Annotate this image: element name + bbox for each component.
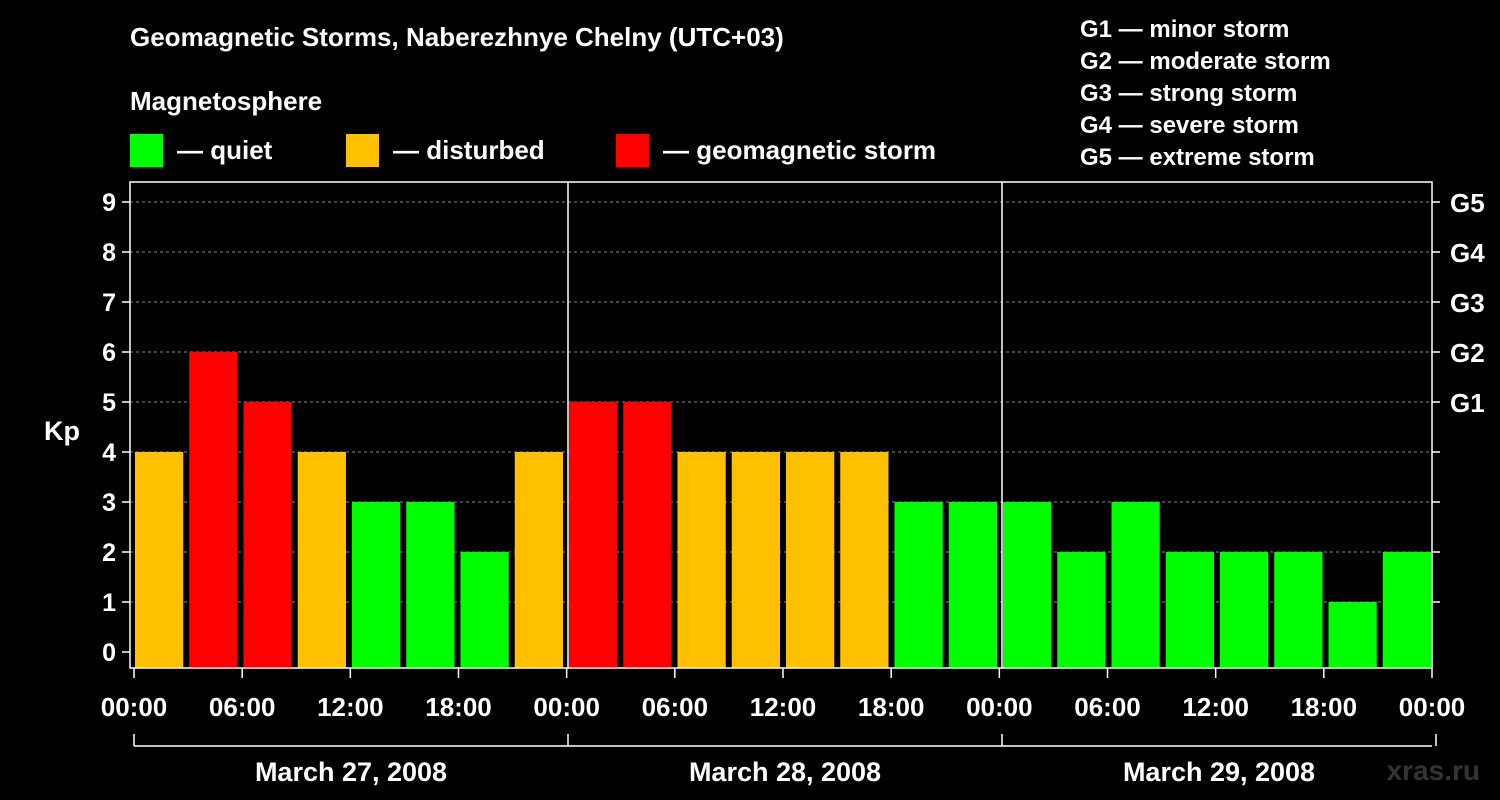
kp-bar [297,452,346,668]
kp-bar [1382,552,1431,668]
kp-bar [731,452,780,668]
kp-bar [460,552,509,668]
kp-bar [406,502,455,668]
legend-quiet: — quiet [130,133,272,167]
legend-heading: Magnetosphere [130,86,323,116]
legend-disturbed: — disturbed [346,133,545,167]
kp-bar [243,402,292,668]
x-tick-label: 18:00 [858,692,925,722]
storm-level-label: G2 [1450,338,1485,368]
x-tick-label: 00:00 [101,692,168,722]
storm-level-label: G3 [1450,288,1485,318]
day-label: March 29, 2008 [1123,757,1315,787]
legend-storm-label: — geomagnetic storm [663,134,937,165]
watermark: xras.ru [1386,755,1480,786]
storm-level-label: G1 [1450,388,1485,418]
kp-bar [569,402,618,668]
x-tick-label: 06:00 [209,692,276,722]
y-tick-label: 1 [102,589,116,617]
kp-bar [352,502,401,668]
y-tick-label: 6 [102,339,116,367]
y-axis-title: Kp [44,416,80,446]
storm-level-label: G5 [1450,188,1485,218]
y-tick-label: 2 [102,539,116,567]
kp-bar [1274,552,1323,668]
plot-frame [129,181,1433,669]
y-tick-label: 4 [102,439,116,467]
scale-g2: G2 — moderate storm [1080,48,1331,75]
x-tick-label: 00:00 [1399,692,1466,722]
scale-g3: G3 — strong storm [1080,80,1298,107]
x-tick-label: 18:00 [425,692,492,722]
kp-bar [1220,552,1269,668]
legend-disturbed-swatch [346,133,379,167]
kp-bar [1328,602,1377,668]
y-tick-label: 0 [102,639,116,667]
x-tick-label: 00:00 [966,692,1033,722]
kp-bar [786,452,835,668]
x-tick-label: 00:00 [533,692,600,722]
kp-bar [623,402,672,668]
x-tick-label: 06:00 [642,692,709,722]
kp-bar [135,452,184,668]
kp-bar [840,452,889,668]
legend-storm: — geomagnetic storm [616,133,936,167]
kp-bar [894,502,943,668]
day-label: March 27, 2008 [255,757,447,787]
scale-g5: G5 — extreme storm [1080,144,1315,171]
day-label: March 28, 2008 [689,757,881,787]
kp-bar [1003,502,1052,668]
kp-bar [1165,552,1214,668]
legend-storm-swatch [616,133,649,167]
storm-level-label: G4 [1450,238,1485,268]
x-tick-label: 12:00 [750,692,817,722]
legend-disturbed-label: — disturbed [393,134,545,165]
y-tick-label: 3 [102,489,116,517]
kp-bar [1057,552,1106,668]
scale-g4: G4 — severe storm [1080,112,1299,139]
y-tick-label: 5 [102,389,116,417]
x-tick-label: 12:00 [317,692,384,722]
scale-g1: G1 — minor storm [1080,16,1290,43]
y-tick-label: 8 [102,239,116,267]
kp-bar [189,352,238,668]
x-tick-label: 06:00 [1074,692,1141,722]
y-tick-label: 9 [102,189,116,217]
kp-bar [514,452,563,668]
legend-quiet-swatch [130,133,163,167]
chart-title: Geomagnetic Storms, Naberezhnye Chelny (… [130,22,784,52]
kp-bar [1111,502,1160,668]
y-tick-label: 7 [102,289,116,317]
kp-bar [677,452,726,668]
legend-quiet-label: — quiet [177,134,273,165]
kp-bar [948,502,997,668]
x-tick-label: 18:00 [1291,692,1358,722]
x-tick-label: 12:00 [1182,692,1249,722]
